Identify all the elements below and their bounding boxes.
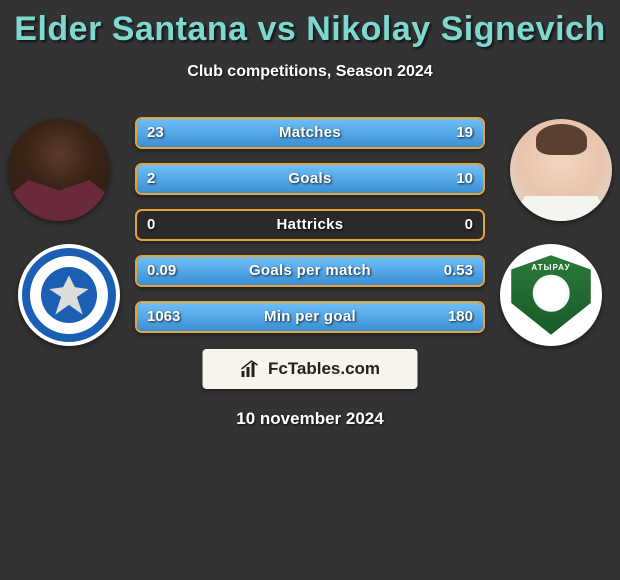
club-left-badge [18, 244, 120, 346]
stat-row: Matches23 19 [135, 117, 485, 149]
subtitle: Club competitions, Season 2024 [0, 63, 620, 81]
stat-row: Goals per match0.09 0.53 [135, 255, 485, 287]
stat-row: Goals2 10 [135, 163, 485, 195]
stat-value-left: 0 [137, 211, 165, 239]
stat-label: Goals [137, 165, 483, 193]
stat-bars: Matches23 19 Goals2 10 Hattricks0 0 Goals per … [135, 117, 485, 347]
date-label: 10 november 2024 [0, 409, 620, 429]
stat-label: Goals per match [137, 257, 483, 285]
stat-value-left: 23 [137, 119, 174, 147]
brand-label: FcTables.com [268, 359, 380, 379]
stat-value-right: 0.53 [434, 257, 483, 285]
stat-value-left: 2 [137, 165, 165, 193]
stat-row: Hattricks0 0 [135, 209, 485, 241]
player-left-avatar [8, 119, 110, 221]
stat-label: Hattricks [137, 211, 483, 239]
stat-value-left: 1063 [137, 303, 190, 331]
stat-value-right: 180 [438, 303, 483, 331]
player-right-avatar [510, 119, 612, 221]
club-right-text: АТЫРАУ [511, 263, 591, 272]
stat-label: Matches [137, 119, 483, 147]
page-title: Elder Santana vs Nikolay Signevich [0, 0, 620, 49]
brand-box[interactable]: FcTables.com [203, 349, 418, 389]
chart-icon [240, 359, 262, 379]
stat-row: Min per goal1063180 [135, 301, 485, 333]
stat-value-right: 0 [455, 211, 483, 239]
stat-value-left: 0.09 [137, 257, 186, 285]
stat-value-right: 10 [446, 165, 483, 193]
club-right-badge: АТЫРАУ [500, 244, 602, 346]
stat-value-right: 19 [446, 119, 483, 147]
